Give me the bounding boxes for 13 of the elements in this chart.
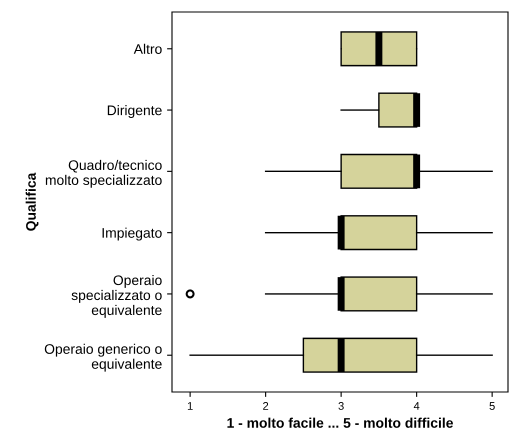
y-tick-label: Dirigente [108,105,162,118]
y-tick-label: Impiegato [102,228,162,241]
y-tick-label: Operaio specializzato o equivalente [72,274,162,318]
x-tick-label: 3 [338,402,344,410]
y-tick-label: Operaio generico o equivalente [44,344,162,372]
x-axis-title: 1 - molto facile ... 5 - molto difficile [227,418,453,428]
y-tick-label: Altro [134,44,162,54]
x-tick-label: 5 [490,402,495,410]
x-tick-label: 2 [263,402,268,410]
x-tick-label: 1 [188,402,193,410]
y-axis-title: Qualifica [26,172,38,231]
x-tick-label: 4 [414,402,420,410]
y-tick-label: Quadro/tecnico molto specializzato [46,160,162,188]
